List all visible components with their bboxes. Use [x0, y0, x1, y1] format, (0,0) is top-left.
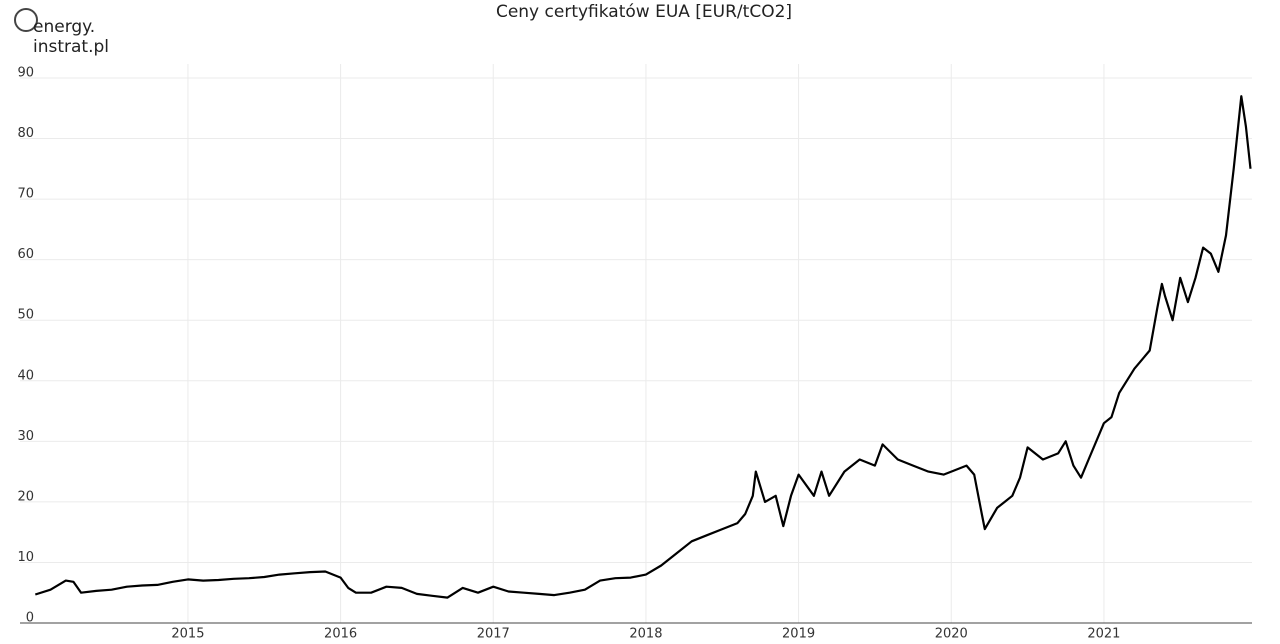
y-tick-label: 50 [17, 308, 34, 323]
y-tick-label: 0 [26, 611, 34, 626]
x-tick-label: 2018 [629, 627, 662, 641]
x-tick-label: 2015 [171, 627, 204, 641]
logo-icon [14, 8, 38, 32]
x-tick-label: 2019 [782, 627, 815, 641]
y-tick-label: 90 [17, 66, 34, 81]
data-line [34, 95, 1252, 599]
y-tick-label: 40 [17, 368, 34, 383]
chart-title: Ceny certyfikatów EUA [EUR/tCO2] [496, 2, 792, 22]
y-tick-label: 70 [17, 187, 34, 202]
y-tick-label: 10 [17, 550, 34, 565]
y-tick-label: 60 [17, 247, 34, 262]
y-tick-label: 20 [17, 489, 34, 504]
y-tick-label: 30 [17, 429, 34, 444]
x-tick-label: 2017 [477, 627, 510, 641]
logo-text: instrat.pl [33, 37, 109, 57]
x-tick-label: 2016 [324, 627, 357, 641]
logo-text: energy. [33, 17, 95, 37]
y-tick-label: 80 [17, 126, 34, 141]
x-tick-label: 2020 [935, 627, 968, 641]
x-tick-label: 2021 [1087, 627, 1120, 641]
